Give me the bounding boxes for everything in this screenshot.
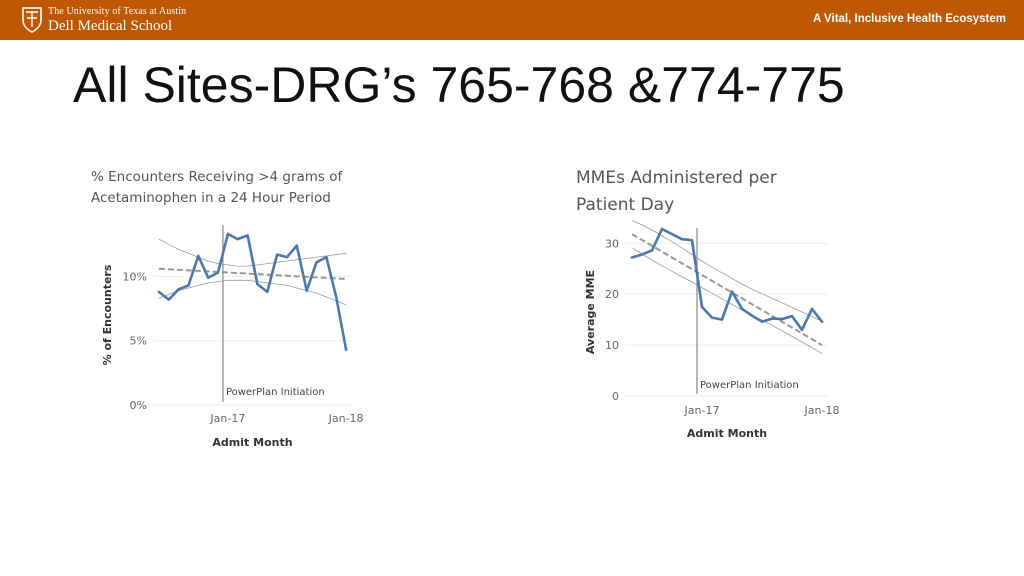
data-point [750, 314, 754, 317]
data-point [335, 295, 338, 299]
data-point [325, 255, 328, 259]
data-point [650, 249, 654, 252]
chart-1: % Encounters Receiving >4 grams of Acetam… [91, 169, 364, 449]
chart-title-line: % Encounters Receiving >4 grams of [91, 169, 344, 185]
data-point [177, 288, 180, 291]
data-point [187, 284, 190, 287]
y-tick-label: 10% [123, 270, 147, 283]
series-line [630, 227, 824, 332]
x-axis-label: Admit Month [687, 427, 767, 440]
x-axis-label: Admit Month [212, 436, 292, 449]
data-point [730, 290, 734, 293]
y-axis-label: Average MME [584, 270, 597, 354]
data-point [216, 271, 220, 274]
data-point [256, 282, 259, 286]
data-point [285, 255, 289, 259]
data-point [630, 256, 634, 259]
shield-icon [22, 7, 42, 33]
data-point [266, 290, 269, 294]
logo[interactable]: The University of Texas at Austin Dell M… [22, 6, 186, 34]
lower-band-line [158, 279, 347, 306]
powerplan-annotation: PowerPlan Initiation [226, 387, 325, 398]
series-line [157, 232, 348, 351]
y-tick-label: 0% [130, 399, 147, 412]
data-point [295, 244, 298, 247]
powerplan-annotation: PowerPlan Initiation [700, 380, 799, 391]
data-point [246, 234, 249, 237]
trend-line [158, 267, 347, 280]
data-point [640, 253, 644, 256]
x-tick-label: Jan-17 [684, 404, 720, 417]
y-tick-label: 0 [612, 390, 619, 403]
data-point [800, 328, 804, 331]
chart-title-line: Acetaminophen in a 24 Hour Period [91, 190, 331, 206]
data-point [670, 232, 674, 236]
data-point [760, 320, 764, 323]
data-point [167, 298, 170, 301]
lower-band-line [631, 247, 823, 355]
data-point [680, 238, 684, 241]
data-point [710, 316, 714, 319]
y-tick-label: 10 [605, 339, 619, 352]
data-point [700, 305, 704, 309]
data-point [315, 261, 318, 264]
data-point [790, 314, 794, 318]
data-point [810, 307, 814, 311]
data-point [720, 318, 724, 321]
data-point [344, 348, 348, 351]
slide-title: All Sites-DRG’s 765-768 &774-775 [73, 57, 845, 113]
chart-2: MMEs Administered per Patient Day 0 10 20 30 J… [576, 168, 839, 440]
logo-school-name: Dell Medical School [48, 17, 173, 34]
data-point [305, 289, 308, 292]
y-tick-label: 20 [605, 288, 619, 301]
data-point [207, 276, 210, 279]
y-axis-label: % of Encounters [101, 264, 114, 365]
upper-band-line [631, 220, 823, 322]
chart-title-line: MMEs Administered per [576, 168, 777, 188]
data-point [690, 239, 694, 242]
data-point [780, 317, 784, 321]
data-point [275, 253, 279, 256]
x-tick-label: Jan-18 [804, 404, 840, 417]
data-point [226, 232, 230, 236]
header-bar: The University of Texas at Austin Dell M… [0, 0, 1024, 40]
y-tick-label: 5% [130, 335, 147, 348]
data-point [740, 307, 744, 311]
logo-university-name: The University of Texas at Austin [48, 5, 187, 17]
x-tick-label: Jan-18 [328, 412, 364, 425]
trend-line [631, 233, 823, 346]
data-point [770, 317, 774, 320]
logo-text: The University of Texas at Austin Dell M… [48, 5, 187, 34]
data-point [236, 237, 239, 241]
y-tick-label: 30 [605, 237, 619, 250]
chart-title-line: Patient Day [576, 195, 674, 215]
tagline: A Vital, Inclusive Health Ecosystem [812, 13, 1006, 25]
data-point [197, 254, 200, 258]
x-tick-label: Jan-17 [209, 412, 245, 425]
data-point [660, 227, 664, 231]
data-point [820, 320, 824, 323]
data-point [157, 290, 161, 294]
